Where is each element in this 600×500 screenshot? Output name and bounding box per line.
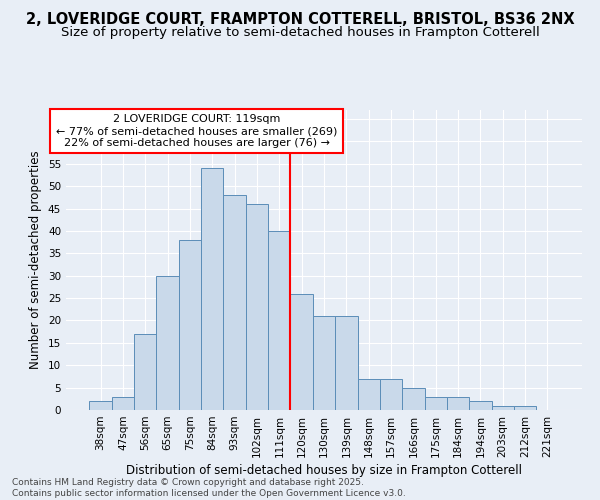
- Bar: [157, 276, 179, 410]
- Bar: [201, 168, 223, 410]
- Y-axis label: Number of semi-detached properties: Number of semi-detached properties: [29, 150, 43, 370]
- Bar: [223, 195, 246, 410]
- Bar: [179, 240, 201, 410]
- Text: 2 LOVERIDGE COURT: 119sqm
← 77% of semi-detached houses are smaller (269)
22% of: 2 LOVERIDGE COURT: 119sqm ← 77% of semi-…: [56, 114, 337, 148]
- Text: Size of property relative to semi-detached houses in Frampton Cotterell: Size of property relative to semi-detach…: [61, 26, 539, 39]
- Bar: [89, 401, 112, 410]
- Bar: [491, 406, 514, 410]
- Bar: [514, 406, 536, 410]
- Bar: [246, 204, 268, 410]
- Text: Contains HM Land Registry data © Crown copyright and database right 2025.
Contai: Contains HM Land Registry data © Crown c…: [12, 478, 406, 498]
- Bar: [313, 316, 335, 410]
- Text: 2, LOVERIDGE COURT, FRAMPTON COTTERELL, BRISTOL, BS36 2NX: 2, LOVERIDGE COURT, FRAMPTON COTTERELL, …: [26, 12, 574, 28]
- Bar: [425, 396, 447, 410]
- X-axis label: Distribution of semi-detached houses by size in Frampton Cotterell: Distribution of semi-detached houses by …: [126, 464, 522, 477]
- Bar: [380, 378, 402, 410]
- Bar: [469, 401, 491, 410]
- Bar: [134, 334, 157, 410]
- Bar: [358, 378, 380, 410]
- Bar: [447, 396, 469, 410]
- Bar: [335, 316, 358, 410]
- Bar: [290, 294, 313, 410]
- Bar: [112, 396, 134, 410]
- Bar: [402, 388, 425, 410]
- Bar: [268, 231, 290, 410]
